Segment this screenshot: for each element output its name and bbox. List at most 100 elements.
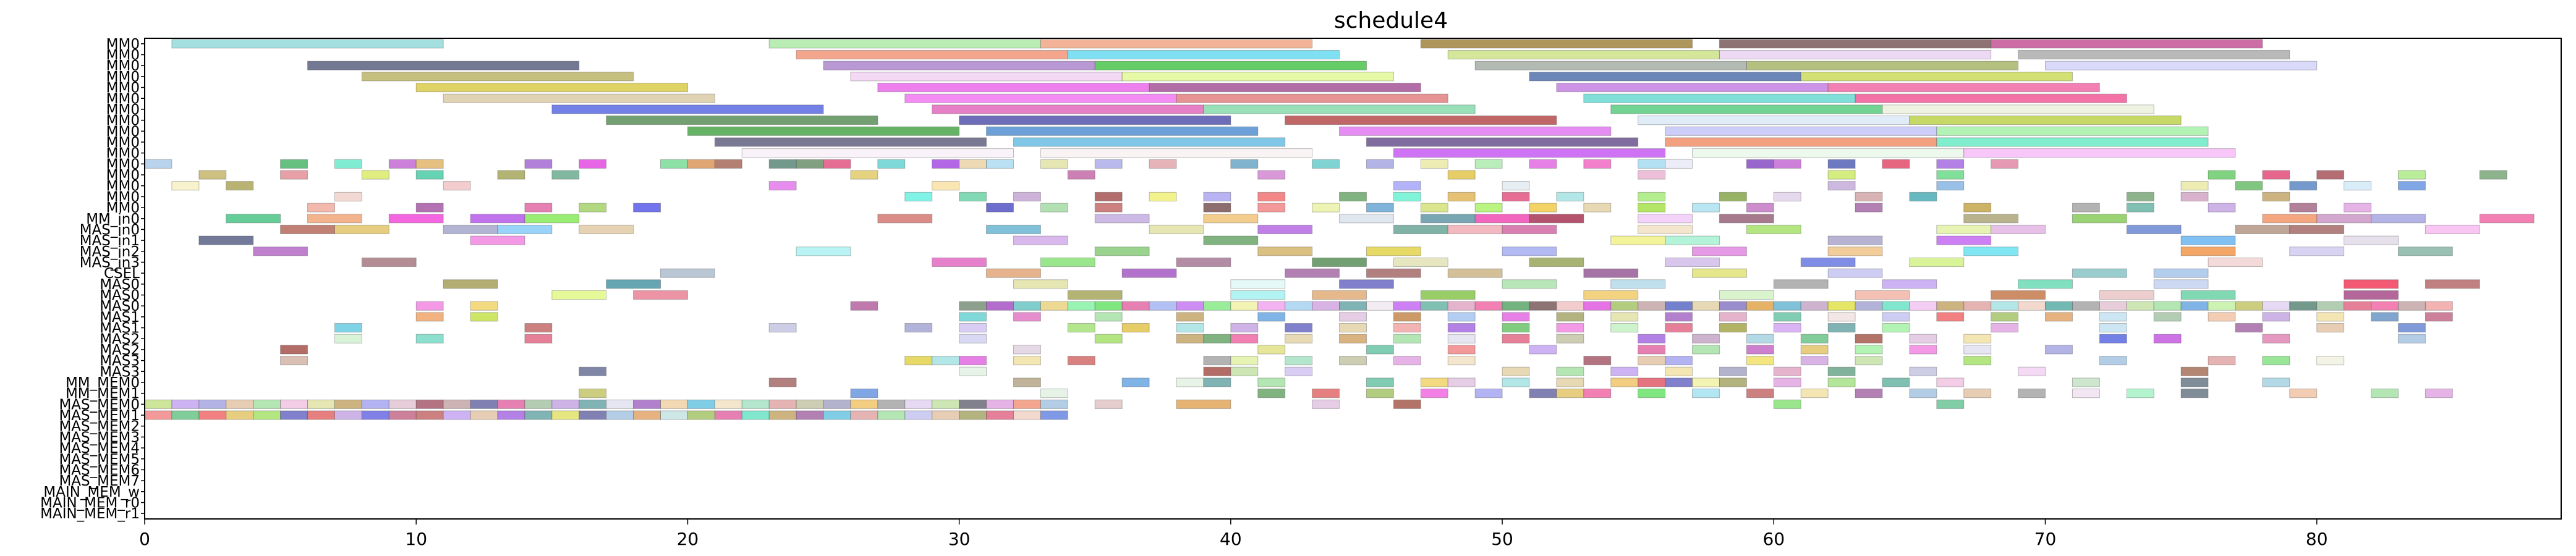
task-bar [1692,377,1720,387]
task-bar [1855,192,1883,201]
task-bar [959,334,987,343]
task-bar [1203,356,1231,366]
task-bar [443,224,498,235]
task-bar [280,356,308,366]
task-bar [1230,159,1259,169]
task-bar [579,224,634,235]
task-bar [796,49,1068,60]
row-label: MAS1 [100,321,140,337]
task-bar [2018,49,2290,60]
task-bar [1610,312,1639,322]
task-bar [1665,312,1693,322]
task-bar [1692,203,1720,213]
task-bar [1447,192,1476,201]
task-bar [1882,104,2154,114]
task-bar [1094,159,1123,169]
task-bar [1121,72,1394,82]
task-bar [2316,356,2345,366]
row-label: MAS0 [100,298,140,314]
task-bar [497,224,553,235]
task-bar [1474,159,1503,169]
task-bar [1447,49,1720,60]
task-bar [1447,170,1476,180]
task-bar [1692,389,1720,398]
task-bar [986,399,1014,409]
task-bar [1882,312,1910,322]
task-bar [1882,322,1910,333]
task-bar [1285,366,1313,376]
task-bar [2044,312,2073,322]
task-bar [226,214,281,224]
row-label: MM0 [106,135,140,151]
task-bar [1013,137,1286,147]
x-axis-ticks: 0 10 20 30 40 50 60 70 80 [139,519,2328,549]
task-bar [524,399,553,409]
task-bar [1312,301,1340,311]
task-bar [1746,224,1801,235]
task-bar [959,322,987,333]
task-bar [415,301,444,311]
task-bar [1176,301,1204,311]
task-bar [1963,214,2019,224]
task-bar [1067,170,1095,180]
task-bar [334,224,389,235]
task-bar [1040,203,1068,213]
task-bar [1366,268,1421,278]
task-bar [2180,181,2209,191]
task-bar [1638,214,1693,224]
task-bar [2344,301,2372,311]
task-bar [2262,312,2290,322]
task-bar [2262,301,2290,311]
task-bar [1991,290,2046,300]
task-bar [1339,214,1394,224]
task-bar [2235,322,2263,333]
task-bar [1746,159,1774,169]
row-label: MAS_MEM4 [59,440,140,457]
task-bar [1257,192,1286,201]
task-bar [579,366,607,376]
task-bar [1529,301,1557,311]
task-bar [579,399,607,409]
task-bar [2044,301,2073,311]
task-bar [2479,170,2507,180]
task-bar [1203,203,1231,213]
task-bar [1474,389,1503,398]
task-bar [1583,93,1856,103]
task-bar [1067,290,1123,300]
task-bar [1285,334,1313,343]
row-label: MAIN_MEM_r1 [40,506,140,522]
task-bar [443,399,471,409]
task-bar [904,356,933,366]
x-tick-label: 60 [1762,529,1785,549]
task-bar [1665,322,1693,333]
task-bar [2262,192,2290,201]
task-bar [1312,399,1340,409]
task-bar [1393,301,1421,311]
task-bar [1203,377,1231,387]
task-bar [1393,399,1421,409]
task-bar [2425,279,2480,289]
task-bar [1013,312,1041,322]
task-bar [2072,301,2100,311]
task-bar [1773,301,1801,311]
task-bar [768,399,797,409]
row-label: MAS_in3 [80,255,140,271]
task-bar [1339,356,1367,366]
task-bar [1339,334,1367,343]
task-bar [1936,126,2209,136]
task-bar [1800,334,1829,343]
task-bar [1773,192,1801,201]
task-bar [1203,235,1259,245]
task-bar [741,410,770,420]
task-bar [2208,170,2236,180]
task-bar [388,410,417,420]
task-bar [2208,301,2236,311]
task-bar [1583,389,1612,398]
task-bar [1963,334,1992,343]
task-bar [307,410,335,420]
task-bar [2425,389,2453,398]
task-bar [2126,389,2154,398]
task-bar [524,203,553,213]
task-bar [2072,214,2127,224]
row-label: MAIN_MEM_r0 [40,495,140,511]
